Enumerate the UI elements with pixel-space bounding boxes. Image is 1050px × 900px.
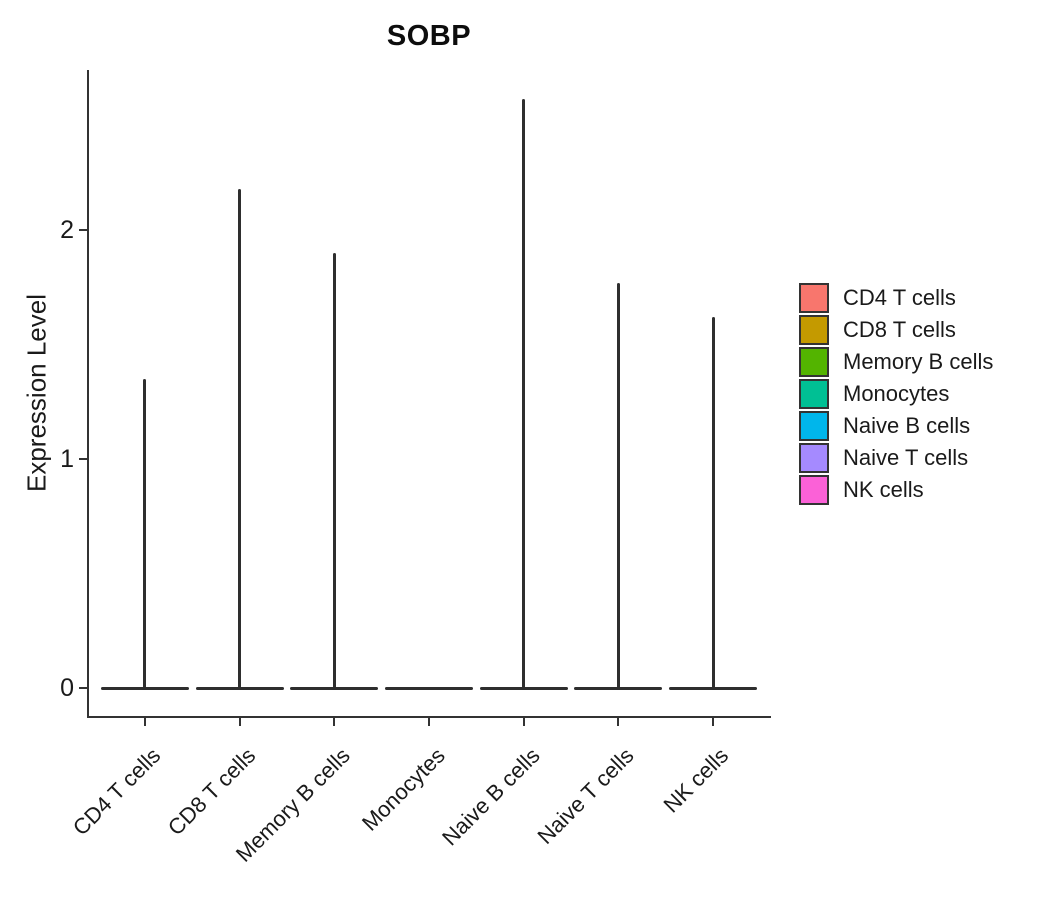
x-tick-mark: [617, 718, 620, 726]
violin-baseline: [669, 686, 758, 690]
x-tick-mark: [143, 718, 146, 726]
legend-item: Naive B cells: [799, 411, 993, 441]
violin-spike: [616, 282, 620, 688]
x-tick-mark: [238, 718, 241, 726]
x-tick-label: Monocytes: [356, 742, 450, 836]
legend-label: CD8 T cells: [843, 317, 956, 342]
y-tick-mark: [79, 229, 88, 231]
x-tick-mark: [427, 718, 430, 726]
violin-baseline: [195, 686, 284, 690]
legend-color-swatch: [799, 315, 829, 345]
legend-item: Monocytes: [799, 379, 993, 409]
violin-baseline: [574, 686, 663, 690]
legend-item: CD4 T cells: [799, 283, 993, 313]
legend-label: NK cells: [843, 477, 924, 502]
x-tick-label: CD8 T cells: [162, 742, 261, 841]
x-tick-label: Naive T cells: [532, 742, 639, 849]
y-axis-line: [87, 70, 89, 718]
legend-label: Naive T cells: [843, 445, 969, 470]
legend-color-swatch: [799, 347, 829, 377]
y-tick-label: 2: [60, 216, 74, 244]
x-tick-mark: [522, 718, 525, 726]
legend-item: CD8 T cells: [799, 315, 993, 345]
violin-spike: [522, 99, 526, 688]
legend-label: Monocytes: [843, 381, 950, 406]
legend-item: Naive T cells: [799, 443, 993, 473]
y-tick-mark: [79, 687, 88, 689]
x-tick-label: NK cells: [658, 742, 734, 818]
legend: CD4 T cells CD8 T cells Memory B cells Mono…: [799, 283, 993, 507]
chart-title: SOBP: [386, 20, 472, 52]
violin-baseline: [384, 686, 473, 690]
legend-item: Memory B cells: [799, 347, 993, 377]
y-tick-label: 0: [60, 674, 74, 702]
x-axis-line: [87, 716, 771, 718]
x-tick-label: Naive B cells: [436, 742, 545, 851]
legend-color-swatch: [799, 283, 829, 313]
x-tick-mark: [712, 718, 715, 726]
legend-color-swatch: [799, 443, 829, 473]
violin-spike: [332, 252, 336, 688]
x-tick-label: CD4 T cells: [67, 742, 166, 841]
y-tick-label: 1: [60, 445, 74, 473]
violin-spike: [711, 317, 715, 688]
legend-label: Naive B cells: [843, 413, 971, 438]
legend-label: CD4 T cells: [843, 285, 956, 310]
violin-spike: [143, 378, 147, 688]
violin-baseline: [100, 686, 189, 690]
x-tick-mark: [333, 718, 336, 726]
violin-baseline: [479, 686, 568, 690]
legend-label: Memory B cells: [843, 349, 994, 374]
y-tick-mark: [79, 458, 88, 460]
legend-color-swatch: [799, 475, 829, 505]
violin-baseline: [290, 686, 379, 690]
violin-spike: [238, 188, 242, 688]
legend-color-swatch: [799, 379, 829, 409]
legend-item: NK cells: [799, 475, 993, 505]
legend-color-swatch: [799, 411, 829, 441]
